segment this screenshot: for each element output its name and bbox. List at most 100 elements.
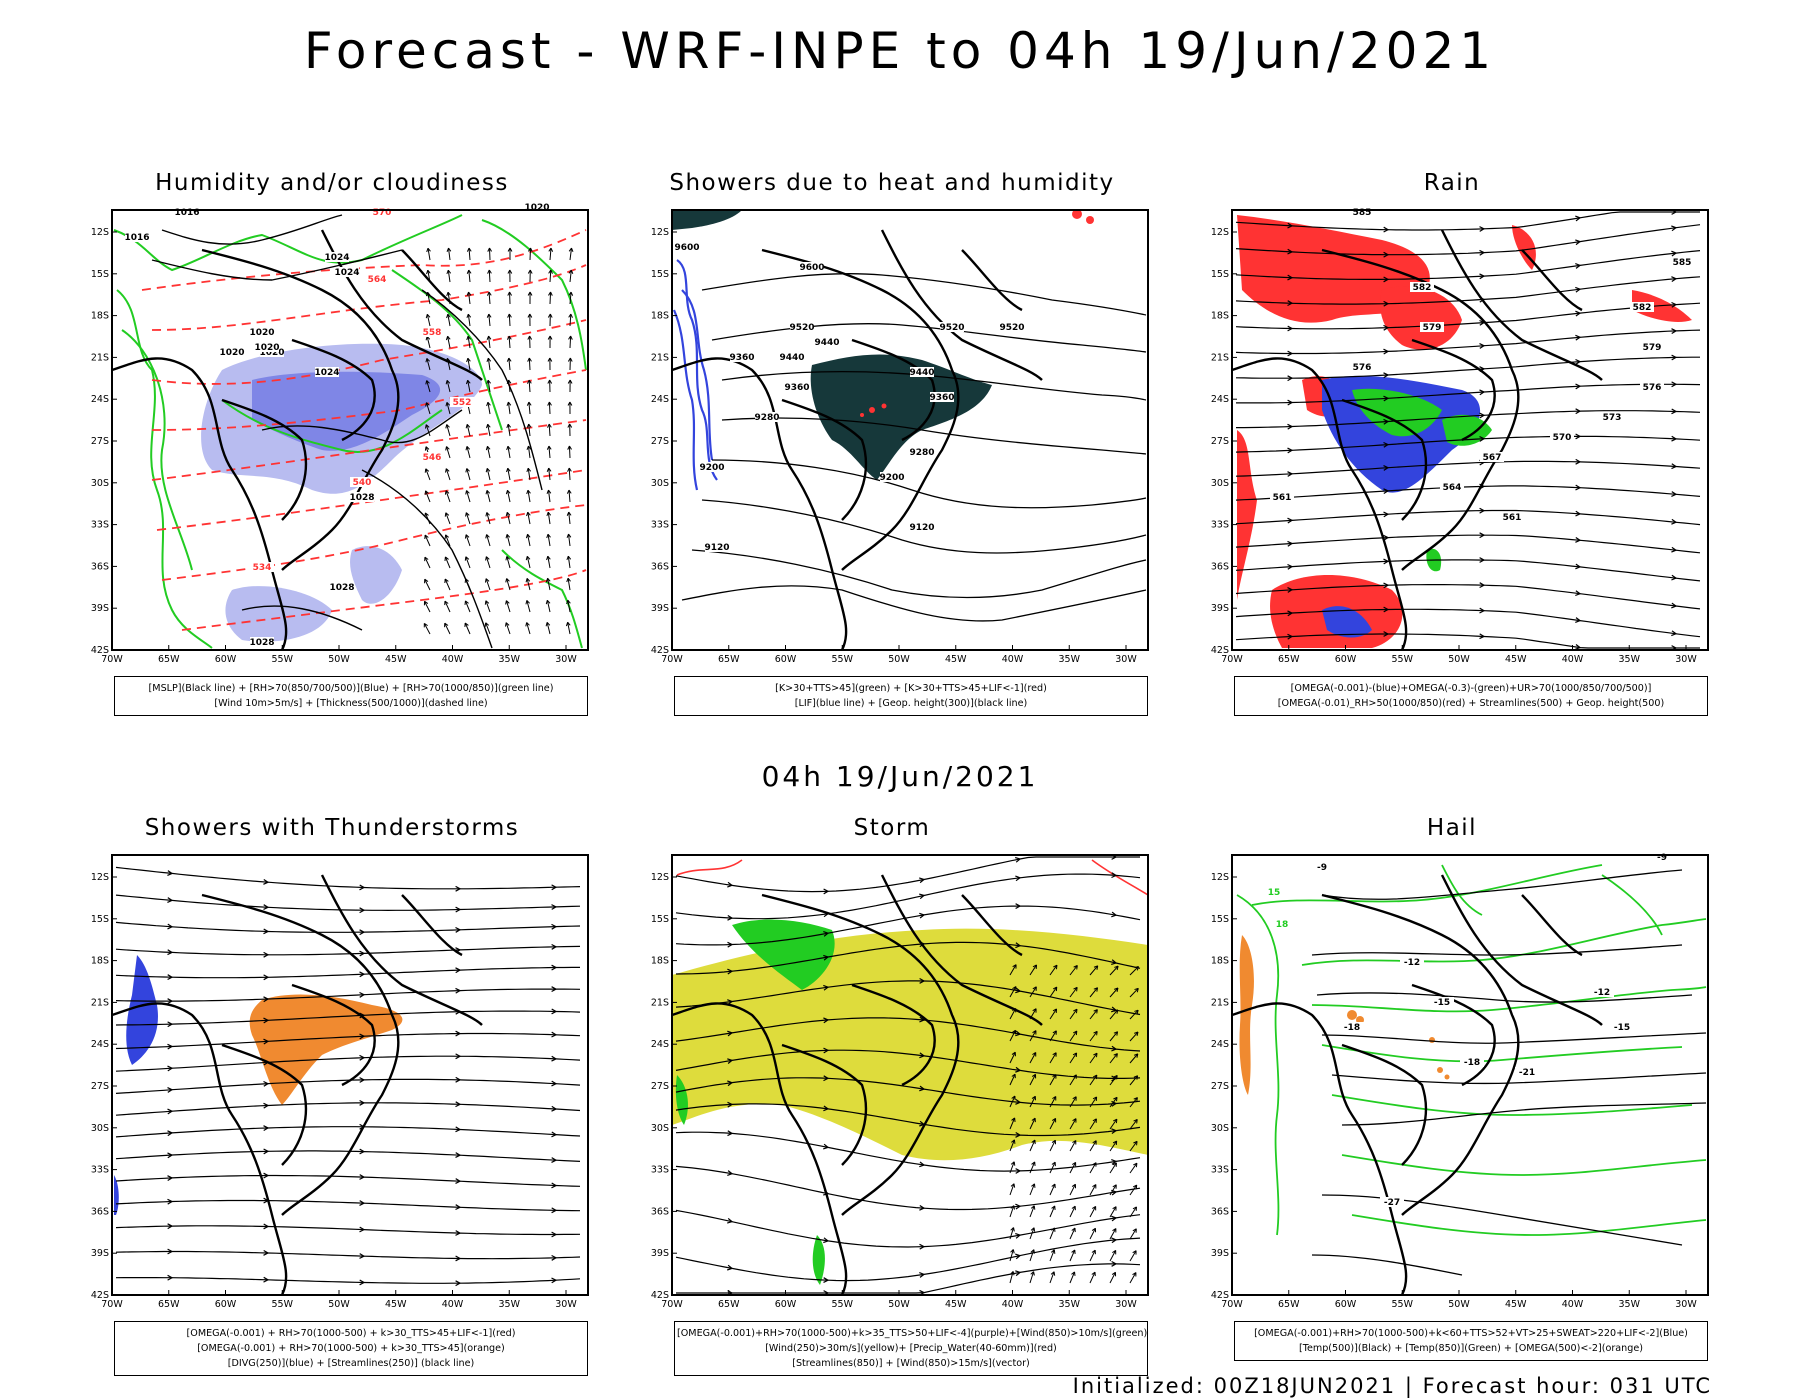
contour-label: -9 <box>1657 853 1667 863</box>
wind-arrow <box>1089 1009 1098 1020</box>
streamline-arrowhead <box>919 1085 926 1092</box>
streamline-arrowhead <box>551 1105 558 1112</box>
wind-arrow <box>1049 1249 1055 1262</box>
wind-arrow <box>445 490 451 503</box>
wind-arrow <box>425 468 431 481</box>
wind-arrow <box>1109 1162 1117 1174</box>
streamline-arrowhead <box>551 1008 558 1015</box>
streamline-arrowhead <box>1015 1099 1022 1105</box>
streamline-arrowhead <box>1383 324 1390 331</box>
streamline <box>115 1199 581 1212</box>
streamline-arrowhead <box>1671 354 1678 361</box>
streamline-arrowhead <box>1671 546 1678 553</box>
wind-arrow <box>1129 987 1139 998</box>
streamline <box>115 988 581 1002</box>
streamline-arrowhead <box>1575 617 1582 623</box>
streamline-arrowhead <box>1383 582 1390 589</box>
contour-label: 1020 <box>254 343 279 353</box>
lon-tick-label: 70W <box>661 654 683 665</box>
wind-arrow <box>526 556 531 569</box>
wind-arrow <box>445 534 451 547</box>
wind-arrow <box>488 291 491 305</box>
thickness-dashed <box>141 229 587 631</box>
wind-arrow <box>1029 1271 1035 1284</box>
wind-arrow <box>1009 1095 1016 1108</box>
streamline <box>675 1209 1141 1248</box>
streamline-arrowhead <box>1015 987 1022 994</box>
streamline-arrowhead <box>551 986 558 993</box>
country-borders <box>1231 229 1603 651</box>
streamline-arrowhead <box>1287 350 1294 357</box>
streamline-arrowhead <box>1383 276 1390 283</box>
streamline <box>675 873 1141 920</box>
streamline-arrowhead <box>1575 239 1582 246</box>
wind-arrow <box>485 578 491 591</box>
wind-arrow <box>1029 1227 1035 1240</box>
lon-tick-label: 40W <box>442 654 464 665</box>
wind-arrow <box>464 600 471 613</box>
wind-arrow <box>1089 1162 1097 1174</box>
lat-tick-label: 15S <box>91 269 109 280</box>
lon-tick-label: 60W <box>775 1299 797 1310</box>
lon-tick-label: 45W <box>945 654 967 665</box>
contour-label: 1020 <box>249 328 274 338</box>
streamline-arrowhead <box>1287 274 1294 281</box>
lon-tick-label: 45W <box>945 1299 967 1310</box>
streamline-arrowhead <box>1575 537 1582 543</box>
streamline-arrowhead <box>167 923 174 930</box>
streamline-arrowhead <box>1671 518 1678 525</box>
divg-blue <box>114 955 158 1215</box>
streamline-arrowhead <box>359 1099 366 1106</box>
wind-arrow <box>1069 1030 1078 1042</box>
lon-tick-label: 30W <box>555 654 577 665</box>
lat-tick-label: 33S <box>1211 1165 1229 1176</box>
lon-tick-label: 70W <box>101 1299 123 1310</box>
streamline <box>115 1055 581 1072</box>
streamline-arrowhead <box>1383 558 1390 565</box>
streamline-arrowhead <box>919 877 926 884</box>
streamline-arrowhead <box>1015 1131 1022 1138</box>
lat-tick-label: 12S <box>651 227 669 238</box>
wind-arrow <box>1129 1206 1137 1218</box>
wind-arrow <box>505 600 511 613</box>
streamline-arrowhead <box>1015 1270 1022 1277</box>
wind-arrow <box>1029 1052 1037 1064</box>
wind-arrow <box>1009 1183 1015 1196</box>
wind-arrow <box>488 336 491 349</box>
contour-label: 9280 <box>754 413 779 423</box>
streamline-arrowhead <box>1671 225 1678 232</box>
lat-tick-label: 15S <box>91 914 109 925</box>
temp500-black <box>1311 869 1707 1276</box>
humidity-shading <box>201 343 482 642</box>
wind-arrow <box>1009 1227 1015 1240</box>
wind-arrow <box>487 358 491 371</box>
streamline-arrowhead <box>167 1021 174 1028</box>
streamline-arrowhead <box>1575 263 1582 269</box>
streamline-arrowhead <box>1671 381 1678 388</box>
contour-label: 546 <box>423 453 442 463</box>
contour-label: 558 <box>423 328 442 338</box>
lat-tick-label: 42S <box>1211 645 1229 656</box>
wind-arrow <box>1129 1141 1138 1152</box>
wind-arrow <box>507 490 511 503</box>
wind-arrow <box>1069 1074 1077 1086</box>
wind-arrow <box>446 446 451 459</box>
wind-arrow <box>1129 1184 1138 1196</box>
streamline <box>675 1131 1141 1172</box>
streamline-arrowhead <box>167 1130 174 1137</box>
streamline-arrowhead <box>263 996 270 1003</box>
streamline-arrowhead <box>823 1105 830 1112</box>
streamline-arrowhead <box>455 1178 462 1184</box>
lat-tick-label: 24S <box>651 1039 669 1050</box>
wind-arrow <box>1109 987 1119 998</box>
country-borders <box>671 229 1043 651</box>
wind-arrow <box>547 556 551 569</box>
wind-arrow <box>527 534 531 547</box>
wind-arrow <box>1029 964 1037 976</box>
wind-arrow <box>447 270 451 283</box>
wind-arrow <box>527 512 531 525</box>
streamline-arrowhead <box>1575 644 1582 650</box>
contour-label: 1028 <box>329 583 354 593</box>
streamline-arrowhead <box>727 968 734 975</box>
